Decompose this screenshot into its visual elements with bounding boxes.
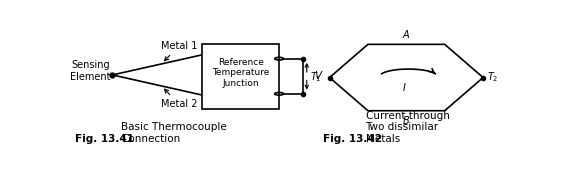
Text: Sensing
Element: Sensing Element [70,60,110,82]
Text: $I$: $I$ [402,81,406,93]
Text: Fig. 13.41: Fig. 13.41 [75,134,134,144]
Text: Reference
Temperature
Junction: Reference Temperature Junction [212,58,269,88]
Text: Basic Thermocouple
Connection: Basic Thermocouple Connection [121,122,227,144]
Text: A: A [403,30,410,40]
Bar [203,44,279,109]
Text: Fig. 13.42: Fig. 13.42 [323,134,382,144]
Text: $T_1$: $T_1$ [310,71,321,84]
Text: V: V [314,71,321,81]
Text: B: B [403,116,410,126]
Text: Metal 2: Metal 2 [161,89,198,109]
Text: Current through
Two dissimilar
Metals: Current through Two dissimilar Metals [366,111,449,144]
Text: Metal 1: Metal 1 [161,41,198,61]
Text: $T_2$: $T_2$ [487,71,499,84]
